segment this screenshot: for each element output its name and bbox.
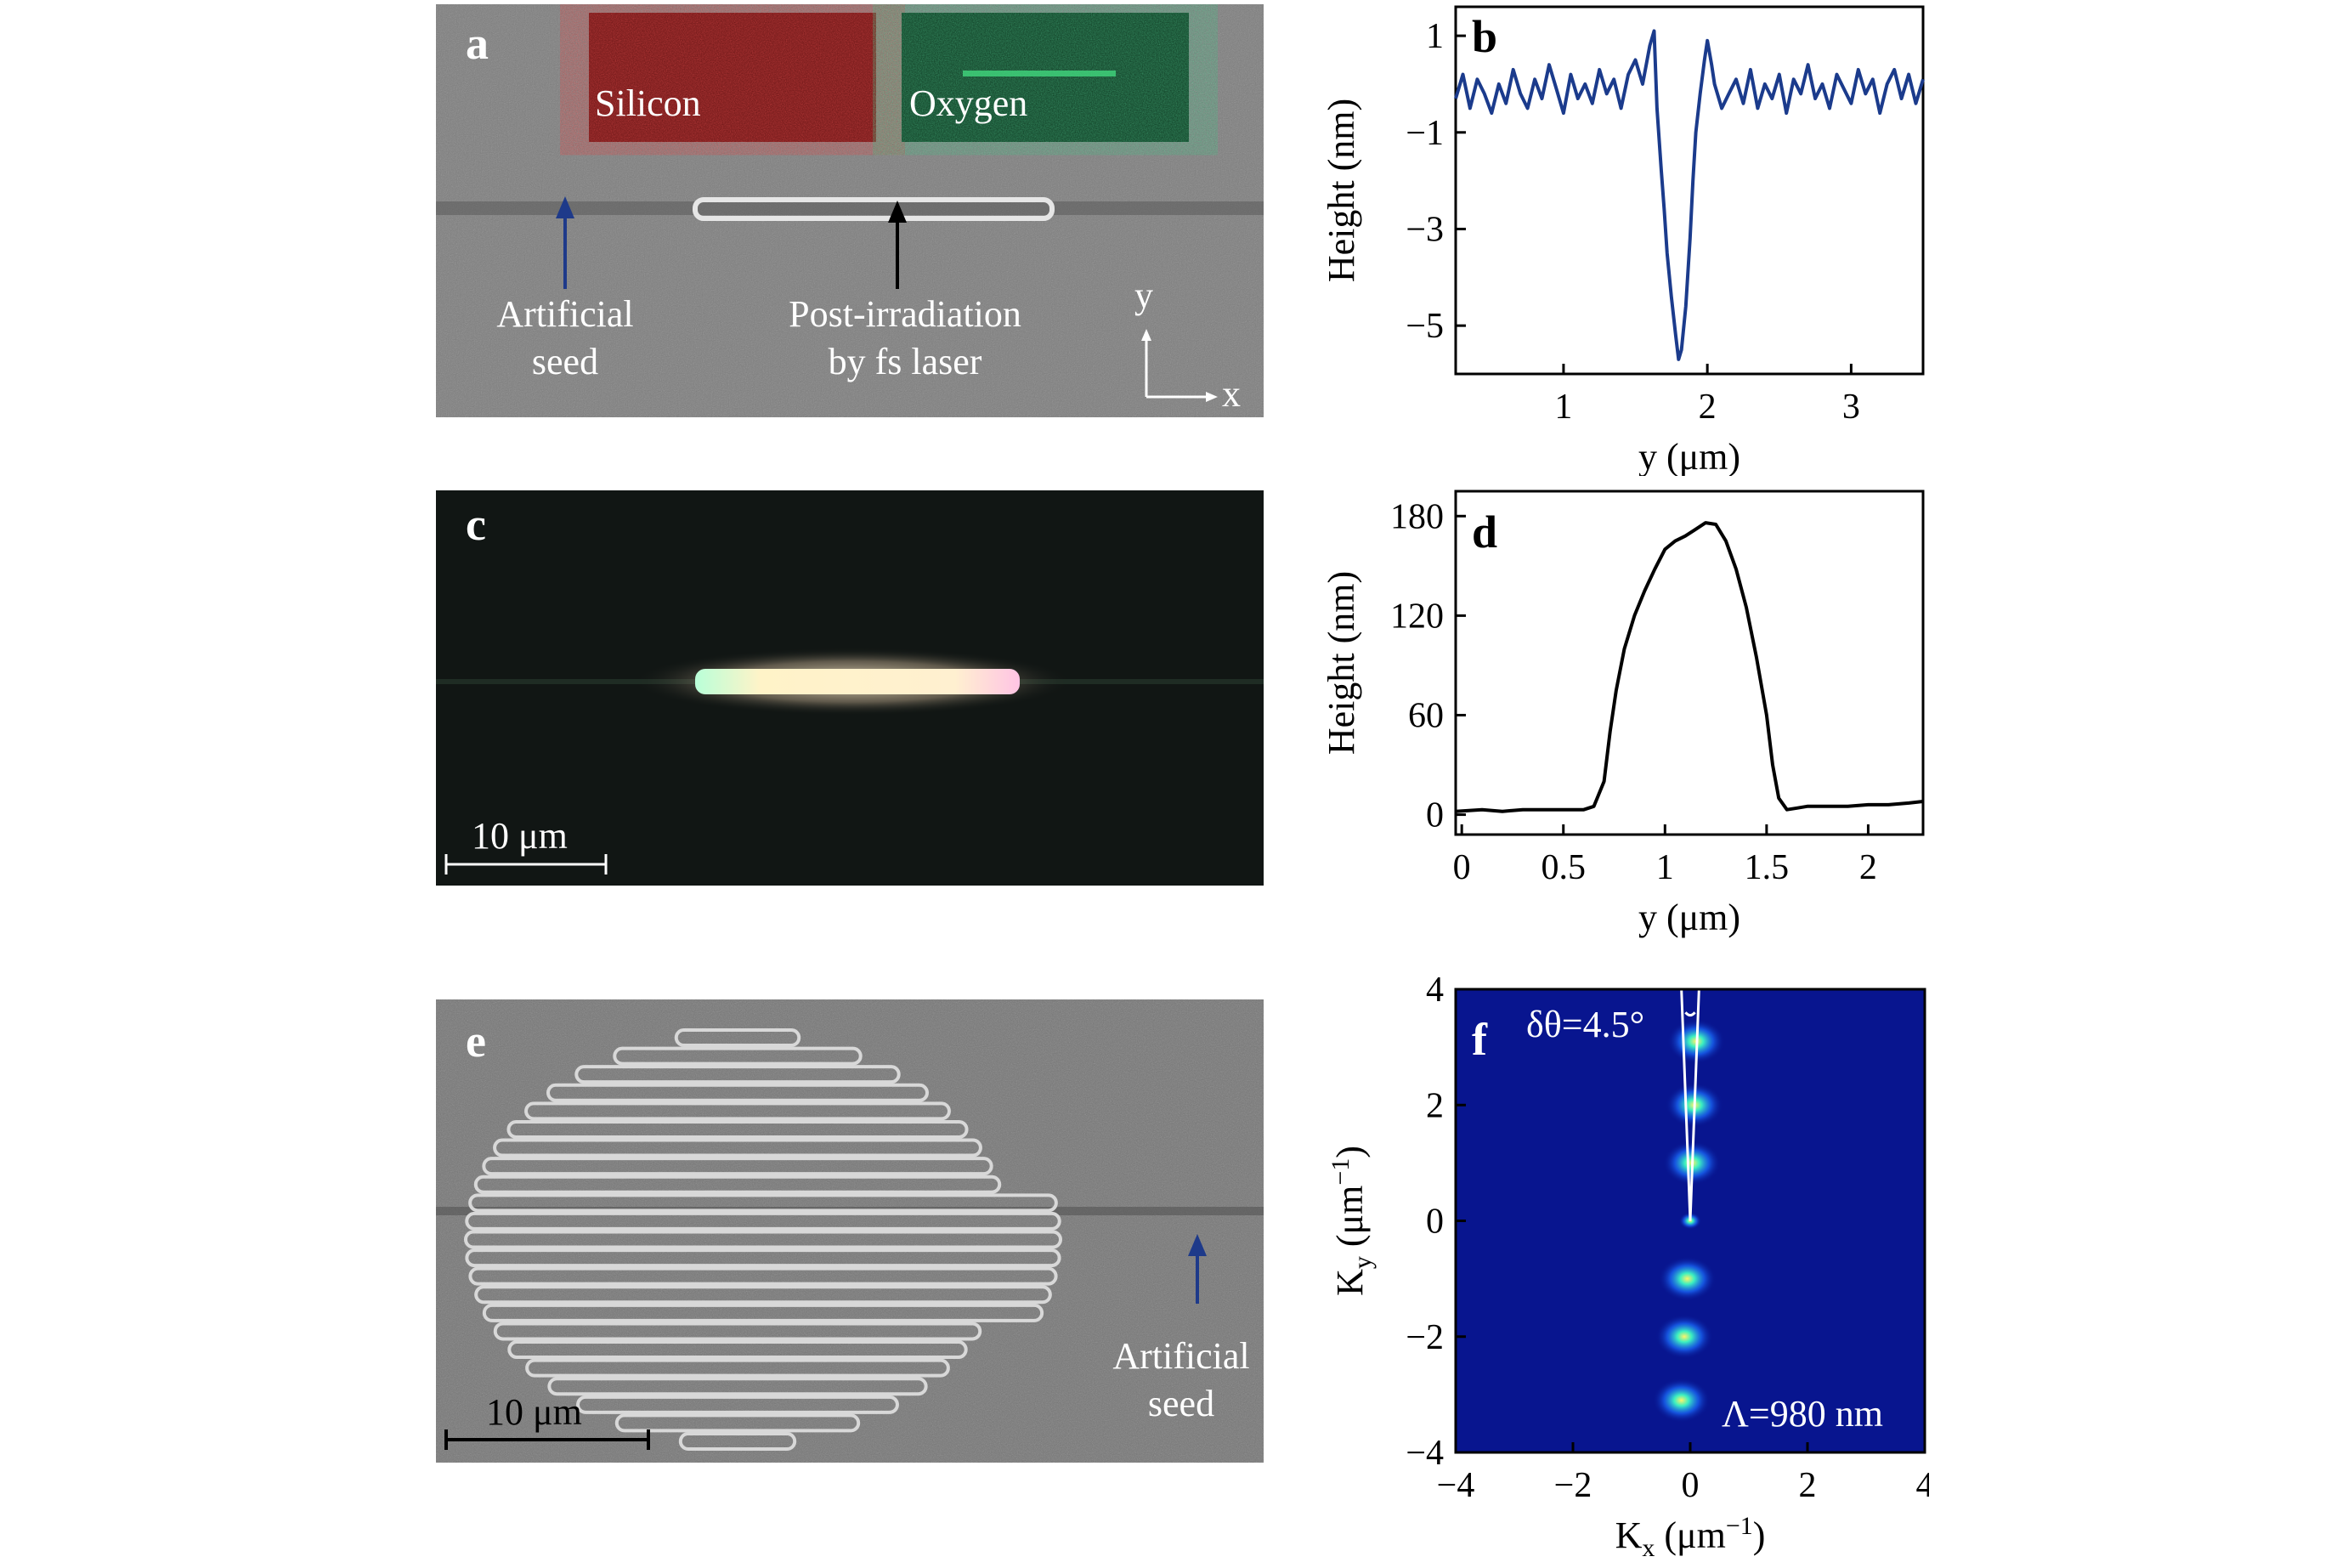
scalebar-label-e: 10 μm [486, 1391, 582, 1433]
panel-d-letter: d [1472, 507, 1498, 558]
chart-b: 1 2 3 1 −1 −3 −5 y (μm) Height (nm) [1309, 0, 1929, 478]
grating-line [525, 1358, 950, 1378]
grating-line [464, 1230, 1062, 1249]
heatmap-peak [1652, 1378, 1711, 1423]
y-tick-label: −4 [1406, 1434, 1444, 1473]
panel-c-letter: c [466, 499, 486, 550]
grating-line [614, 1413, 861, 1433]
y-tick-label: −2 [1406, 1318, 1444, 1357]
grating-line [678, 1432, 797, 1451]
grating-line [468, 1193, 1058, 1213]
axis-y-label-a: y [1134, 275, 1153, 316]
post-irradiation-line1: Post-irradiation [789, 293, 1021, 335]
y-axis-label: Height (nm) [1321, 99, 1362, 282]
heatmap-peak [1655, 1314, 1713, 1359]
y-tick-label: 4 [1426, 971, 1444, 1010]
y-tick-label: −5 [1406, 307, 1444, 346]
panel-a-letter: a [466, 18, 489, 69]
post-irradiation-label: Post-irradiation by fs laser [765, 291, 1045, 386]
x-axis-label: Kx (μm−1) [1615, 1512, 1766, 1562]
x-tick-label: 0.5 [1541, 848, 1586, 887]
grating-line [524, 1101, 951, 1121]
grating-line [474, 1285, 1052, 1305]
grating-line [473, 1175, 1002, 1194]
y-tick-label: 60 [1408, 696, 1444, 735]
x-axis-label: y (μm) [1638, 436, 1740, 476]
x-tick-label: 4 [1916, 1466, 1930, 1505]
panel-e-sem-image [436, 999, 1264, 1463]
x-tick-label: −4 [1437, 1466, 1475, 1505]
grating-line [506, 1119, 969, 1139]
y-axis-label: Height (nm) [1321, 571, 1362, 755]
artificial-seed-line1-e: Artificial [1112, 1335, 1250, 1377]
grating-line [493, 1138, 982, 1158]
data-line [1454, 29, 1925, 361]
panel-b-letter: b [1472, 11, 1498, 62]
x-tick-label: 1 [1554, 388, 1572, 427]
grating-line [547, 1377, 928, 1396]
grating-line [493, 1322, 982, 1341]
grating-line [546, 1083, 929, 1102]
plot-frame [1454, 490, 1925, 836]
y-tick-label: −3 [1406, 210, 1444, 249]
panel-c-optical-image [436, 490, 1264, 886]
grating-line [482, 1303, 1044, 1322]
y-tick-label: −1 [1406, 114, 1444, 153]
x-tick-label: 2 [1699, 388, 1717, 427]
angle-guide-line [1680, 988, 1692, 1221]
grating-line [468, 1266, 1058, 1286]
grating-line [576, 1395, 899, 1414]
y-tick-label: 1 [1426, 17, 1444, 56]
grating-line [465, 1211, 1061, 1231]
panel-a-sem-image [436, 4, 1264, 417]
grating-line [482, 1157, 993, 1176]
grating-line [574, 1065, 901, 1084]
y-tick-label: 2 [1426, 1086, 1444, 1125]
y-tick-label: 0 [1426, 1203, 1444, 1242]
x-tick-label: 2 [1859, 848, 1877, 887]
artificial-seed-line2-e: seed [1147, 1383, 1215, 1424]
y-axis-label: Ky (μm−1) [1327, 1146, 1377, 1296]
artificial-seed-label-e: Artificial seed [1096, 1333, 1266, 1428]
grating-line [674, 1028, 801, 1047]
chart-f: −4 −2 0 2 4 −4 −2 0 2 4 Kx (μm−1) Ky (μm−1) [1309, 969, 1934, 1564]
x-tick-label: 2 [1799, 1466, 1817, 1505]
axis-x-label-a: x [1222, 373, 1241, 415]
x-tick-label: 1 [1656, 848, 1674, 887]
x-tick-label: 1.5 [1745, 848, 1790, 887]
artificial-seed-line1: Artificial [496, 293, 634, 335]
angle-guide-line [1689, 988, 1700, 1221]
x-axis-label: y (μm) [1638, 897, 1740, 938]
panel-e-letter: e [466, 1016, 486, 1067]
x-tick-label: −2 [1554, 1466, 1592, 1505]
chart-d: 0 0.5 1 1.5 2 0 60 120 180 y (μm) Height (nm) [1309, 484, 1929, 956]
grating-line [613, 1046, 863, 1066]
x-tick-label: 0 [1453, 848, 1471, 887]
grating-line [507, 1340, 968, 1360]
panel-f-letter: f [1472, 1014, 1487, 1065]
plot-frame [1454, 5, 1925, 376]
y-tick-label: 180 [1390, 497, 1444, 536]
artificial-seed-label-a: Artificial seed [476, 291, 654, 386]
oxygen-label: Oxygen [909, 82, 1028, 124]
grating-line [465, 1248, 1061, 1268]
y-tick-label: 0 [1426, 796, 1444, 835]
x-tick-label: 3 [1842, 388, 1860, 427]
silicon-label: Silicon [595, 82, 701, 124]
scalebar-label-c: 10 μm [472, 815, 568, 857]
x-tick-label: 0 [1682, 1466, 1700, 1505]
period-annotation: Λ=980 nm [1722, 1393, 1883, 1435]
data-line [1455, 521, 1924, 813]
angle-annotation: δθ=4.5° [1526, 1004, 1645, 1045]
artificial-seed-line2: seed [531, 341, 599, 382]
post-irradiation-line2: by fs laser [828, 341, 982, 382]
heatmap-peak [1658, 1256, 1717, 1301]
angle-arc [1684, 1011, 1696, 1017]
y-tick-label: 120 [1390, 597, 1444, 636]
